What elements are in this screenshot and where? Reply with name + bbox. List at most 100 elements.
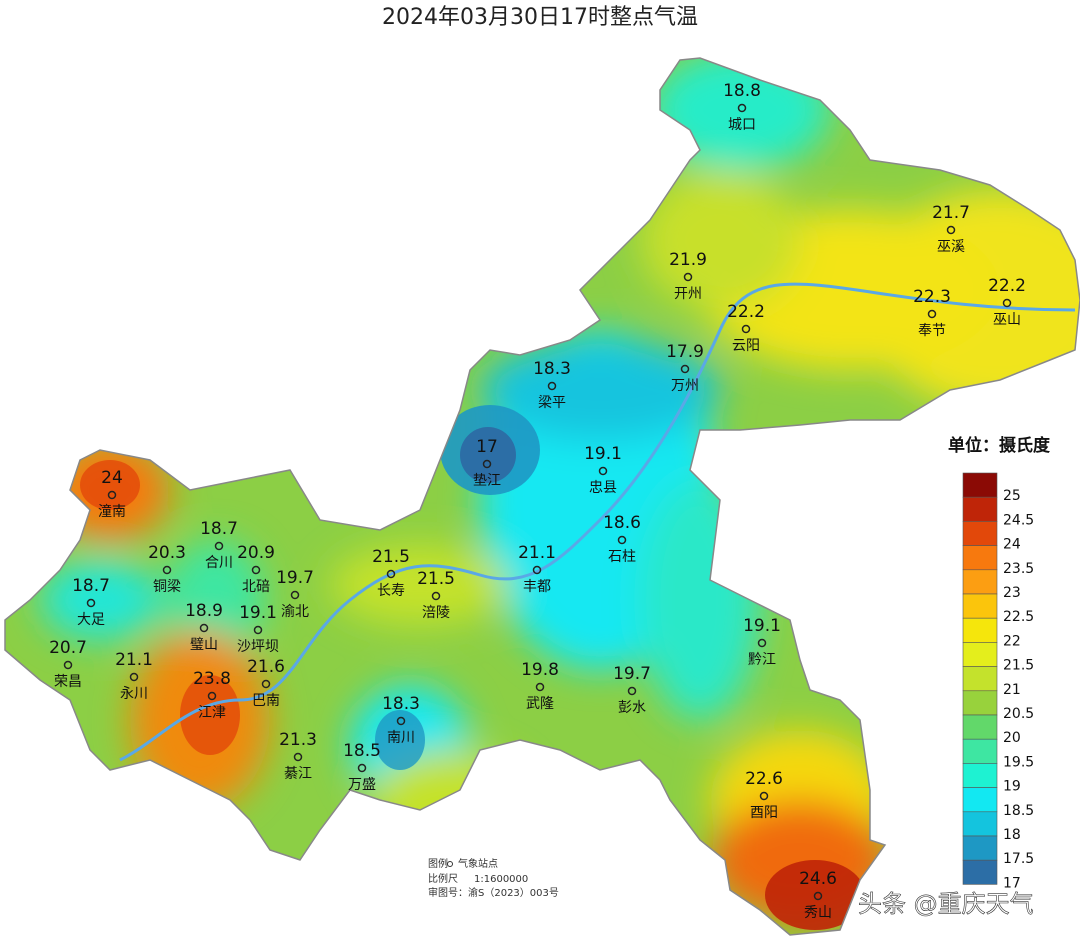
station-marker <box>627 686 637 696</box>
legend-label: 23.5 <box>1003 561 1034 577</box>
legend-label: 22.5 <box>1003 609 1034 625</box>
station-marker <box>813 891 823 901</box>
legend-swatch <box>962 545 998 571</box>
station-marker <box>741 324 751 334</box>
station-marker <box>261 679 271 689</box>
station-name: 铜梁 <box>153 579 181 595</box>
station-marker <box>759 791 769 801</box>
station-value: 18.9 <box>185 601 223 621</box>
station-name: 渝北 <box>281 604 309 620</box>
boundary <box>4 57 1080 936</box>
station-name: 綦江 <box>284 766 312 782</box>
footnote-scale: 1:1600000 <box>474 874 528 885</box>
station-value: 18.8 <box>723 81 761 101</box>
station-value: 22.2 <box>988 276 1026 296</box>
legend-swatch <box>962 496 998 522</box>
legend-swatch <box>962 642 998 667</box>
river <box>119 282 1076 762</box>
legend-label: 17.5 <box>1003 851 1034 867</box>
stations: 18.8 城口 21.7 巫溪 21.9 开州 22.2 云阳 22.3 奉节 22.2 巫山 18.3… <box>49 81 1026 921</box>
station-marker <box>927 309 937 319</box>
station-value: 21.9 <box>669 250 707 270</box>
station-name: 长寿 <box>377 582 405 599</box>
legend-swatch <box>962 569 998 595</box>
legend-swatch <box>962 593 998 619</box>
station-name: 巫山 <box>993 312 1021 328</box>
station-marker <box>598 466 608 476</box>
legend-label: 25 <box>1003 488 1021 504</box>
station-value: 22.2 <box>727 302 765 322</box>
station-value: 21.5 <box>417 569 455 589</box>
legend-swatch <box>962 811 998 837</box>
legend-label: 19.5 <box>1003 754 1034 770</box>
station-marker <box>737 103 747 113</box>
station-value: 22.6 <box>745 769 783 789</box>
station-name: 万盛 <box>348 777 376 793</box>
legend-label: 20.5 <box>1003 706 1034 722</box>
legend-title: 单位：摄氏度 <box>948 435 1051 456</box>
station-marker <box>129 672 139 682</box>
station-marker <box>162 565 172 575</box>
station-value: 24 <box>101 468 123 488</box>
station-name: 开州 <box>674 286 702 302</box>
station-name: 巴南 <box>252 693 280 709</box>
station-value: 22.3 <box>913 287 951 307</box>
legend-label: 18.5 <box>1003 803 1034 819</box>
station-marker <box>946 225 956 235</box>
station-name: 荣昌 <box>54 674 82 690</box>
station-name: 永川 <box>120 686 148 702</box>
station-marker <box>547 381 557 391</box>
station-value: 23.8 <box>193 669 231 689</box>
station-name: 北碚 <box>242 579 270 595</box>
station-name: 酉阳 <box>750 805 778 821</box>
station-value: 21.5 <box>372 547 410 567</box>
legend-label: 17 <box>1003 875 1021 891</box>
station-name: 璧山 <box>190 636 218 653</box>
station-name: 武隆 <box>526 696 554 712</box>
station-name: 沙坪坝 <box>237 639 279 655</box>
station-value: 19.7 <box>276 568 314 588</box>
station-name: 秀山 <box>804 905 832 921</box>
station-marker <box>357 763 367 773</box>
station-name: 云阳 <box>732 338 760 354</box>
station-value: 18.7 <box>72 576 110 596</box>
station-name: 合川 <box>205 555 233 571</box>
station-marker <box>535 682 545 692</box>
station-value: 18.3 <box>533 359 571 379</box>
station-name: 万州 <box>671 378 699 394</box>
legend-swatch <box>962 617 998 643</box>
footnote-legend: 图例 <box>428 857 448 870</box>
station-name: 石柱 <box>608 549 636 565</box>
legend-swatch <box>962 714 998 740</box>
station-marker <box>107 490 117 500</box>
station-name: 涪陵 <box>422 605 450 621</box>
legend-symbol <box>447 861 453 867</box>
footnote-approval: 审图号：渝S（2023）003号 <box>428 886 559 899</box>
legend-label: 21 <box>1003 682 1021 698</box>
station-value: 18.5 <box>343 741 381 761</box>
station-marker <box>251 565 261 575</box>
station-marker <box>482 459 492 469</box>
legend-label: 21.5 <box>1003 658 1034 674</box>
station-marker <box>86 598 96 608</box>
station-marker <box>757 638 767 648</box>
station-marker <box>532 565 542 575</box>
station-marker <box>396 716 406 726</box>
station-value: 20.7 <box>49 638 87 658</box>
station-name: 城口 <box>728 117 756 133</box>
station-marker <box>63 660 73 670</box>
station-marker <box>431 591 441 601</box>
station-value: 19.8 <box>521 660 559 680</box>
legend-swatch <box>962 690 998 716</box>
legend-swatch <box>962 738 998 764</box>
station-value: 19.1 <box>743 616 781 636</box>
station-value: 19.1 <box>584 444 622 464</box>
station-value: 24.6 <box>799 869 837 889</box>
station-value: 18.7 <box>200 519 238 539</box>
legend-label: 22 <box>1003 633 1021 649</box>
station-name: 潼南 <box>98 503 126 520</box>
station-marker <box>253 625 263 635</box>
station-name: 梁平 <box>538 395 566 411</box>
